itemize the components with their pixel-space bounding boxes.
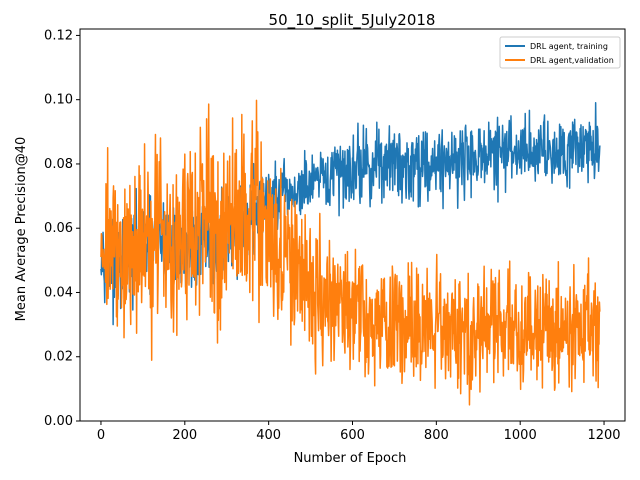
- series-line-validation: [100, 99, 601, 406]
- legend-box: [499, 36, 621, 69]
- x-tick-label: 200: [172, 428, 197, 443]
- legend-label-validation: DRL agent,validation: [530, 56, 614, 65]
- chart-title: 50_10_split_5July2018: [269, 11, 436, 30]
- legend-label-training: DRL agent, training: [530, 42, 608, 51]
- y-tick-label: 0.12: [44, 28, 73, 43]
- y-axis-label: Mean Average Precision@40: [14, 137, 29, 322]
- legend: DRL agent, training DRL agent,validation: [499, 36, 621, 69]
- x-tick-label: 0: [97, 428, 105, 443]
- y-tick-label: 0.10: [44, 93, 73, 108]
- y-axis-ticks: 0.00 0.02 0.04 0.06 0.08 0.10 0.12: [44, 28, 80, 429]
- series-layer: [100, 99, 601, 406]
- y-tick-label: 0.04: [44, 285, 73, 300]
- y-tick-label: 0.06: [44, 221, 73, 236]
- plot-frame: [79, 28, 626, 422]
- y-tick-label: 0.08: [44, 157, 73, 172]
- x-axis-ticks: 0 200 400 600 800 1000 1200: [97, 421, 621, 443]
- x-axis-label: Number of Epoch: [294, 451, 407, 466]
- x-tick-label: 1000: [504, 428, 537, 443]
- y-tick-label: 0.02: [44, 350, 73, 365]
- x-tick-label: 400: [256, 428, 281, 443]
- x-tick-label: 1200: [587, 428, 620, 443]
- x-tick-label: 800: [424, 428, 449, 443]
- y-tick-label: 0.00: [44, 414, 73, 429]
- x-tick-label: 600: [340, 428, 365, 443]
